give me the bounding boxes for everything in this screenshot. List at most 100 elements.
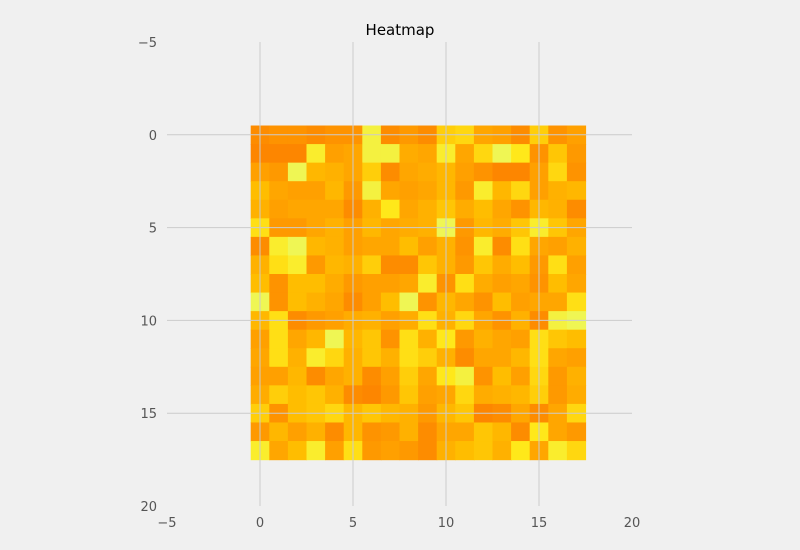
heatmap-cell (473, 199, 494, 219)
heatmap-cell (511, 329, 531, 349)
heatmap-cell (566, 162, 587, 182)
heatmap-cell (399, 366, 419, 386)
heatmap-cell (548, 181, 568, 201)
heatmap-cell (492, 441, 512, 461)
heatmap-cell (455, 255, 475, 275)
heatmap-cell (362, 181, 382, 201)
heatmap-cell (269, 292, 289, 312)
heatmap-cell (362, 292, 382, 312)
heatmap-cell (306, 441, 326, 461)
heatmap-cell (418, 348, 438, 368)
heatmap-cell (455, 441, 475, 461)
heatmap-cell (380, 181, 401, 201)
x-tick-label: 5 (349, 516, 357, 531)
heatmap-cell (548, 236, 568, 257)
heatmap-cell (325, 366, 345, 386)
heatmap-cell (566, 422, 587, 442)
heatmap-cell (473, 162, 494, 182)
heatmap-cell (548, 292, 568, 312)
heatmap-cell (418, 329, 438, 349)
heatmap-cell (418, 441, 438, 461)
heatmap-cell (380, 274, 401, 294)
heatmap-cell (269, 348, 289, 368)
heatmap-cell (492, 348, 512, 368)
heatmap-cell (380, 329, 401, 349)
heatmap-cell (399, 385, 419, 405)
heatmap-cell (548, 199, 568, 219)
heatmap-cell (306, 348, 326, 368)
heatmap-cell (287, 348, 308, 368)
heatmap-cell (306, 366, 326, 386)
heatmap-cell (473, 348, 494, 368)
heatmap-cell (418, 181, 438, 201)
heatmap-cell (325, 181, 345, 201)
heatmap-cell (492, 236, 512, 257)
heatmap-cell (418, 385, 438, 405)
heatmap-cell (399, 162, 419, 182)
heatmap-cell (380, 366, 401, 386)
heatmap-cell (455, 199, 475, 219)
chart-title: Heatmap (366, 21, 435, 39)
heatmap-cell (399, 181, 419, 201)
heatmap-cell (511, 366, 531, 386)
heatmap-cell (473, 366, 494, 386)
heatmap-cell (399, 236, 419, 257)
heatmap-cell (418, 422, 438, 442)
heatmap-cell (511, 236, 531, 257)
x-tick-label: 10 (438, 516, 455, 531)
heatmap-cell (362, 348, 382, 368)
heatmap-cell (548, 348, 568, 368)
heatmap-cell (325, 236, 345, 257)
heatmap-cell (362, 162, 382, 182)
heatmap-cell (418, 292, 438, 312)
heatmap-cell (566, 385, 587, 405)
heatmap-cell (492, 292, 512, 312)
heatmap-cell (548, 366, 568, 386)
heatmap-cell (548, 162, 568, 182)
heatmap-cell (566, 181, 587, 201)
heatmap-cell (380, 162, 401, 182)
heatmap-cell (287, 441, 308, 461)
heatmap-cell (455, 144, 475, 164)
heatmap-cell (511, 385, 531, 405)
heatmap-cell (492, 422, 512, 442)
heatmap-cell (325, 329, 345, 349)
heatmap-cell (380, 236, 401, 257)
heatmap-cell (325, 199, 345, 219)
heatmap-cell (287, 144, 308, 164)
heatmap-cell (269, 199, 289, 219)
heatmap-cell (306, 144, 326, 164)
heatmap-cell (418, 144, 438, 164)
heatmap-cell (362, 441, 382, 461)
heatmap-cell (455, 181, 475, 201)
heatmap-cell (362, 366, 382, 386)
heatmap-cell (399, 274, 419, 294)
heatmap-cell (492, 385, 512, 405)
heatmap-cell (325, 292, 345, 312)
heatmap-cell (566, 366, 587, 386)
heatmap-cell (473, 441, 494, 461)
y-axis-ticks: −5 0 5 10 15 20 (138, 36, 157, 515)
heatmap-cell (380, 348, 401, 368)
heatmap-cell (399, 348, 419, 368)
heatmap-cell (306, 162, 326, 182)
heatmap-cell (418, 255, 438, 275)
heatmap-cell (566, 144, 587, 164)
heatmap-cell (492, 181, 512, 201)
heatmap-cell (418, 162, 438, 182)
heatmap-cells (250, 125, 587, 461)
heatmap-cell (287, 422, 308, 442)
heatmap-cell (306, 274, 326, 294)
heatmap-cell (455, 329, 475, 349)
heatmap-cell (418, 366, 438, 386)
heatmap-cell (455, 385, 475, 405)
heatmap-cell (362, 199, 382, 219)
heatmap-cell (455, 236, 475, 257)
heatmap-cell (473, 329, 494, 349)
heatmap-cell (418, 274, 438, 294)
heatmap-cell (473, 236, 494, 257)
heatmap-cell (287, 162, 308, 182)
heatmap-cell (399, 144, 419, 164)
heatmap-cell (325, 274, 345, 294)
heatmap-cell (548, 441, 568, 461)
